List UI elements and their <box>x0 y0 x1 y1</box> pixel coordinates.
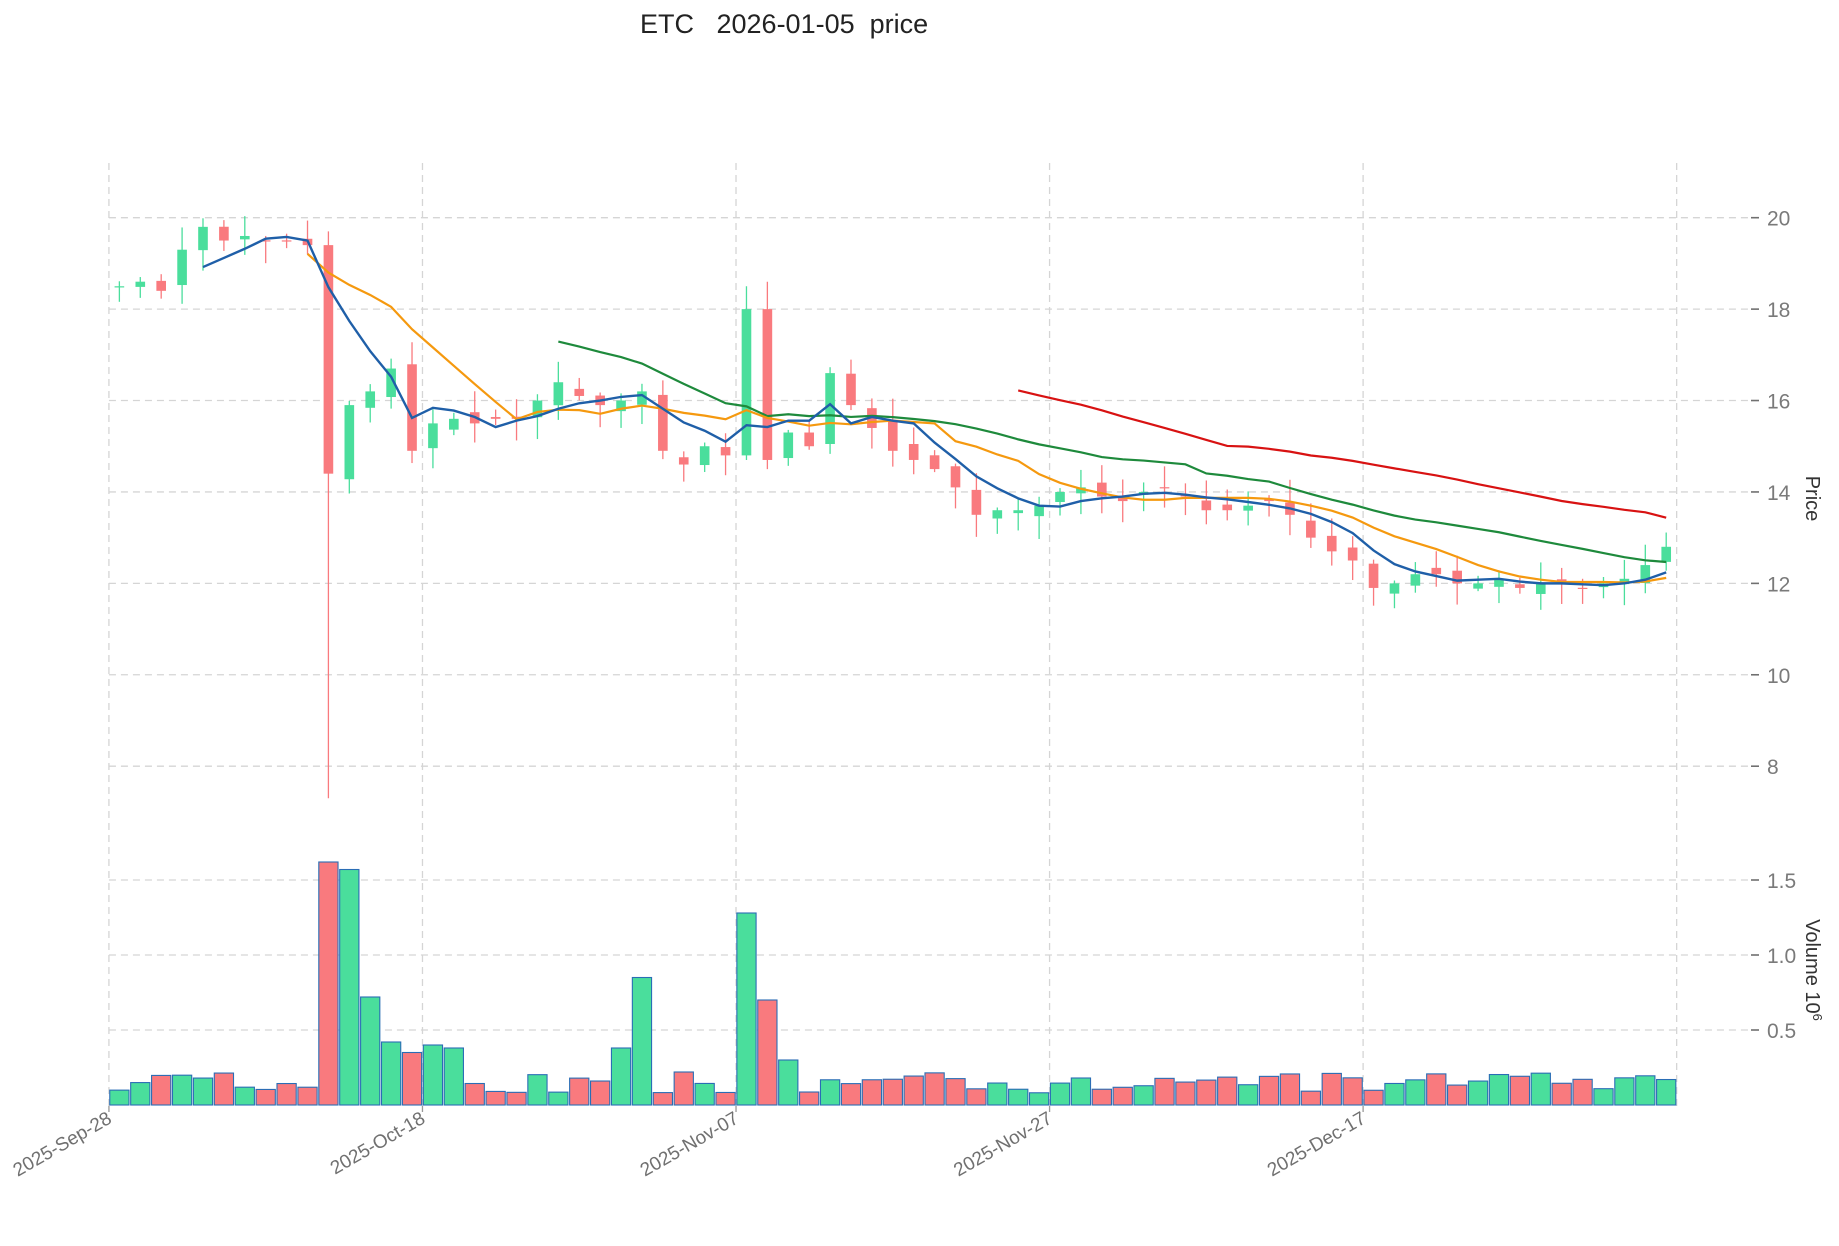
svg-text:18: 18 <box>1767 299 1790 322</box>
svg-text:1.0: 1.0 <box>1767 945 1796 968</box>
svg-text:16: 16 <box>1767 391 1790 414</box>
svg-text:Volume 106: Volume 106 <box>1801 919 1826 1021</box>
svg-text:10: 10 <box>1767 665 1790 688</box>
svg-text:12: 12 <box>1767 573 1790 596</box>
svg-text:0.5: 0.5 <box>1767 1020 1796 1043</box>
svg-text:8: 8 <box>1767 756 1779 779</box>
svg-text:20: 20 <box>1767 208 1790 231</box>
svg-text:14: 14 <box>1767 482 1791 505</box>
svg-text:1.5: 1.5 <box>1767 870 1796 893</box>
svg-text:Price: Price <box>1801 476 1823 522</box>
svg-text:ETC 2026-01-05 price: ETC 2026-01-05 price <box>640 9 928 39</box>
